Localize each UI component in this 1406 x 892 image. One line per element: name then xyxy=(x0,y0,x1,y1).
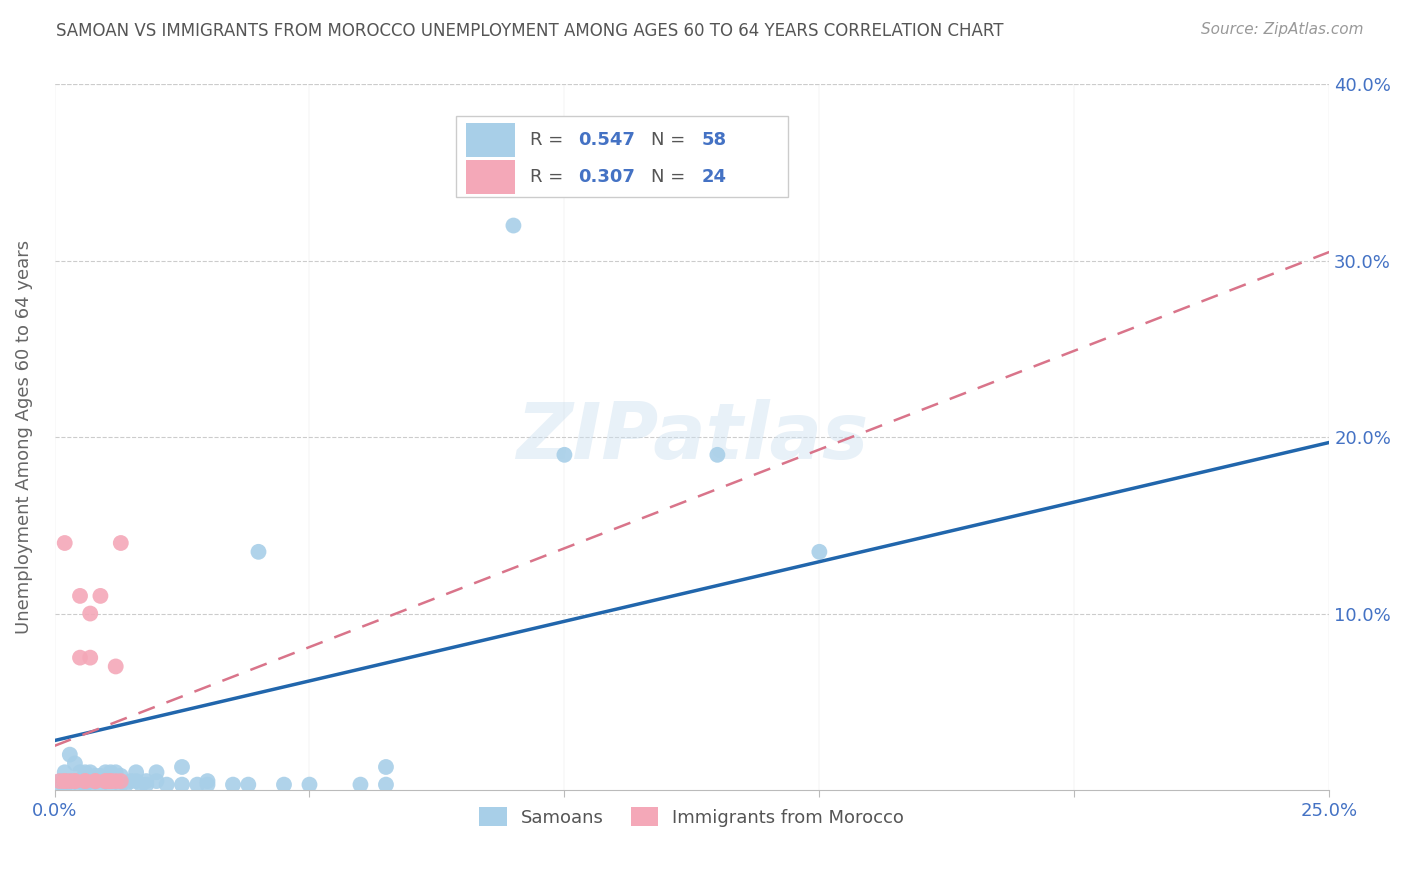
Point xyxy=(110,778,132,792)
Point xyxy=(100,778,122,792)
Text: 24: 24 xyxy=(702,168,727,186)
Point xyxy=(75,765,97,780)
Point xyxy=(553,448,575,462)
Point xyxy=(84,774,107,789)
Point xyxy=(100,765,122,780)
Point xyxy=(75,778,97,792)
Point xyxy=(100,774,122,789)
Point xyxy=(48,774,70,789)
Point xyxy=(375,760,398,774)
Point xyxy=(63,774,86,789)
Point xyxy=(94,774,117,789)
Point xyxy=(135,778,157,792)
FancyBboxPatch shape xyxy=(456,116,787,197)
Point xyxy=(100,774,122,789)
Point xyxy=(104,659,127,673)
Point xyxy=(48,778,70,792)
Text: 58: 58 xyxy=(702,131,727,149)
Point xyxy=(79,650,101,665)
Point xyxy=(69,589,91,603)
Text: N =: N = xyxy=(651,168,692,186)
Point xyxy=(69,778,91,792)
Point xyxy=(53,774,76,789)
Point xyxy=(104,765,127,780)
Point xyxy=(156,778,179,792)
Point xyxy=(129,778,152,792)
Point xyxy=(170,760,193,774)
Point xyxy=(84,774,107,789)
Point xyxy=(75,774,97,789)
Point xyxy=(63,756,86,771)
Point xyxy=(79,765,101,780)
Text: SAMOAN VS IMMIGRANTS FROM MOROCCO UNEMPLOYMENT AMONG AGES 60 TO 64 YEARS CORRELA: SAMOAN VS IMMIGRANTS FROM MOROCCO UNEMPL… xyxy=(56,22,1004,40)
Point xyxy=(84,774,107,789)
Point xyxy=(69,774,91,789)
Point xyxy=(247,545,270,559)
Point xyxy=(115,778,138,792)
Point xyxy=(94,765,117,780)
Point xyxy=(69,650,91,665)
Point xyxy=(502,219,524,233)
Point xyxy=(63,774,86,789)
Point xyxy=(53,780,76,794)
Text: ZIPatlas: ZIPatlas xyxy=(516,400,868,475)
FancyBboxPatch shape xyxy=(467,123,515,157)
Text: Source: ZipAtlas.com: Source: ZipAtlas.com xyxy=(1201,22,1364,37)
Point xyxy=(53,774,76,789)
Point xyxy=(89,589,111,603)
Point xyxy=(89,769,111,783)
Point xyxy=(84,769,107,783)
Point xyxy=(79,607,101,621)
Point xyxy=(145,774,167,789)
Text: R =: R = xyxy=(530,168,569,186)
Point xyxy=(53,765,76,780)
Point xyxy=(197,778,219,792)
Point xyxy=(94,774,117,789)
Point xyxy=(104,774,127,789)
Point xyxy=(75,774,97,789)
Point xyxy=(135,774,157,789)
Point xyxy=(706,448,728,462)
Point xyxy=(197,774,219,789)
Point xyxy=(808,545,831,559)
Legend: Samoans, Immigrants from Morocco: Samoans, Immigrants from Morocco xyxy=(472,800,911,834)
Point xyxy=(75,774,97,789)
Point xyxy=(238,778,260,792)
Point xyxy=(89,778,111,792)
Point xyxy=(222,778,245,792)
Text: N =: N = xyxy=(651,131,692,149)
Point xyxy=(59,774,82,789)
Point xyxy=(110,774,132,789)
Point xyxy=(298,778,321,792)
Point xyxy=(59,747,82,762)
Point xyxy=(48,774,70,789)
Point xyxy=(145,765,167,780)
Text: 0.547: 0.547 xyxy=(578,131,636,149)
Point xyxy=(104,774,127,789)
Point xyxy=(53,774,76,789)
Point xyxy=(186,778,208,792)
Point xyxy=(125,765,148,780)
Point xyxy=(125,774,148,789)
Point xyxy=(120,774,142,789)
Text: R =: R = xyxy=(530,131,569,149)
Point xyxy=(110,769,132,783)
Point xyxy=(59,774,82,789)
Point xyxy=(110,536,132,550)
Point xyxy=(63,774,86,789)
Point xyxy=(79,774,101,789)
Point xyxy=(79,778,101,792)
Point xyxy=(349,778,371,792)
Point xyxy=(59,778,82,792)
Y-axis label: Unemployment Among Ages 60 to 64 years: Unemployment Among Ages 60 to 64 years xyxy=(15,240,32,634)
Point xyxy=(69,765,91,780)
Point xyxy=(375,778,398,792)
Point xyxy=(170,778,193,792)
Point xyxy=(273,778,295,792)
Point xyxy=(53,536,76,550)
Text: 0.307: 0.307 xyxy=(578,168,636,186)
FancyBboxPatch shape xyxy=(467,160,515,194)
Point xyxy=(94,774,117,789)
